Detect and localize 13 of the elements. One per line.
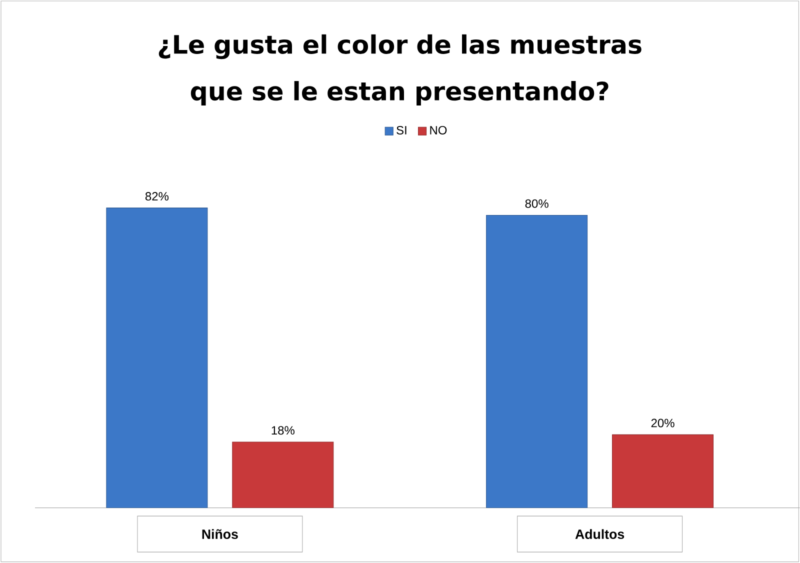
bar: [612, 434, 714, 508]
data-label: 82%: [145, 192, 169, 201]
bar: [232, 442, 334, 508]
bar: [106, 208, 208, 508]
legend-label: SI: [396, 126, 406, 135]
x-tick-label: Adultos: [575, 529, 624, 540]
x-tick-label: Niños: [202, 529, 238, 540]
data-label: 80%: [525, 199, 548, 208]
chart-title: ¿Le gusta el color de las muestras que se le estan presentando?: [158, 34, 642, 106]
data-label: 20%: [651, 418, 674, 428]
bar: [486, 215, 588, 508]
data-label: 18%: [272, 426, 294, 435]
legend-label: NO: [430, 126, 447, 135]
